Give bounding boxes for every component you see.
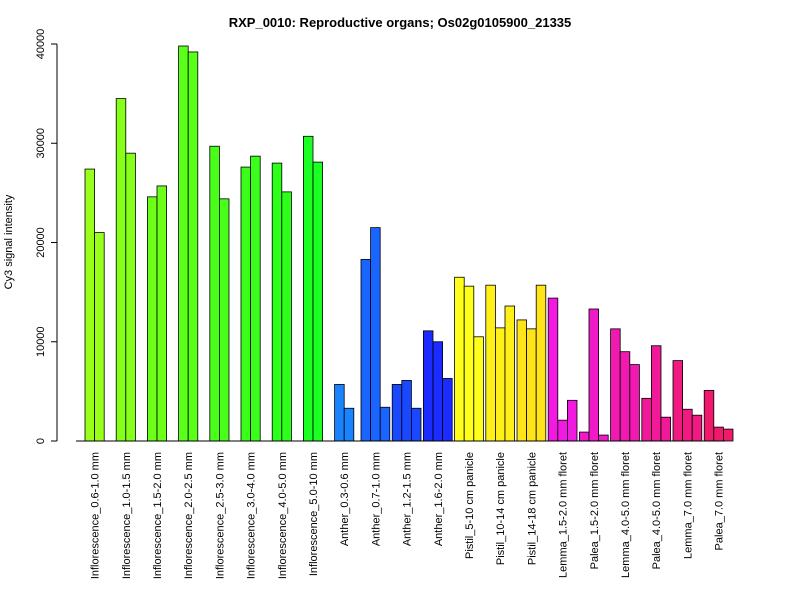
category-label: Inflorescence_2.0-2.5 mm	[183, 452, 195, 579]
category-label: Inflorescence_1.5-2.0 mm	[152, 452, 164, 579]
bar	[125, 152, 136, 442]
bars-layer	[84, 45, 734, 442]
bar	[84, 168, 96, 442]
bar	[641, 397, 652, 442]
bar	[672, 360, 684, 442]
bar	[557, 419, 568, 442]
bar	[379, 406, 391, 442]
category-label: Palea_7.0 mm floret	[714, 452, 726, 550]
category-label: Inflorescence_3.0-4.0 mm	[246, 452, 258, 579]
bar	[691, 414, 703, 442]
bar	[703, 389, 715, 442]
bar	[432, 341, 444, 442]
bar	[516, 319, 528, 442]
y-axis: 0 10000 20000 30000 40000	[35, 29, 58, 444]
bar	[651, 345, 662, 442]
bar	[588, 308, 600, 442]
bar	[463, 285, 475, 442]
bar	[178, 45, 189, 442]
bar	[454, 276, 465, 442]
bar	[146, 196, 158, 442]
bar	[547, 297, 559, 442]
bar	[619, 351, 631, 442]
bar	[442, 378, 453, 442]
bar	[115, 98, 127, 442]
bar	[94, 232, 105, 442]
y-tick-label: 30000	[35, 128, 47, 159]
bar	[271, 162, 283, 442]
y-tick-label: 20000	[35, 227, 47, 258]
bar	[401, 380, 412, 442]
y-tick-label: 40000	[35, 29, 47, 60]
category-label: Anther_0.7-1.0 mm	[370, 452, 382, 546]
bar	[494, 327, 506, 442]
bar	[723, 428, 734, 442]
bar	[629, 364, 640, 442]
bar	[579, 431, 590, 442]
category-label: Anther_0.3-0.6 mm	[339, 452, 351, 546]
bar	[370, 227, 381, 442]
bar	[598, 434, 609, 442]
bar	[535, 284, 547, 442]
category-label: Lemma_1.5-2.0 mm floret	[558, 452, 570, 578]
bar	[302, 135, 314, 442]
category-label: Palea_1.5-2.0 mm floret	[589, 452, 601, 569]
bar	[187, 51, 199, 442]
bar	[410, 407, 422, 442]
category-label: Inflorescence_2.5-3.0 mm	[214, 452, 226, 579]
bar	[334, 384, 345, 442]
category-label: Pistil_14-18 cm panicle	[526, 452, 538, 565]
bar	[610, 328, 621, 442]
category-label: Anther_1.2-1.5 mm	[402, 452, 414, 546]
category-label: Anther_1.6-2.0 mm	[433, 452, 445, 546]
category-label: Pistil_5-10 cm panicle	[464, 452, 476, 559]
y-tick-label: 10000	[35, 326, 47, 357]
category-label: Palea_4.0-5.0 mm floret	[651, 452, 663, 569]
bar	[660, 416, 672, 442]
bar	[422, 330, 434, 442]
bar	[713, 426, 724, 442]
category-label: Lemma_4.0-5.0 mm floret	[620, 452, 632, 578]
category-label: Inflorescence_0.6-1.0 mm	[90, 452, 102, 579]
x-axis-labels: Inflorescence_0.6-1.0 mm Inflorescence_1.…	[90, 452, 726, 579]
category-label: Inflorescence_4.0-5.0 mm	[277, 452, 289, 579]
bar	[567, 399, 578, 442]
bar	[360, 258, 372, 442]
chart-title: RXP_0010: Reproductive organs; Os02g0105…	[229, 15, 572, 30]
bar	[281, 191, 292, 442]
bar	[473, 336, 484, 442]
category-label: Pistil_10-14 cm panicle	[495, 452, 507, 565]
category-label: Inflorescence_5.0-10 mm	[308, 452, 320, 576]
bar	[391, 384, 403, 442]
bar	[312, 161, 324, 442]
bar	[343, 407, 355, 442]
category-label: Lemma_7.0 mm floret	[682, 452, 694, 559]
bar	[218, 198, 230, 442]
bar	[682, 408, 693, 442]
category-label: Inflorescence_1.0-1.5 mm	[121, 452, 133, 579]
bar	[209, 145, 220, 442]
bar	[240, 166, 252, 442]
bar	[156, 185, 168, 442]
y-axis-label: Cy3 signal intensity	[3, 194, 15, 289]
bar	[250, 155, 261, 442]
bar	[485, 284, 496, 442]
bar	[504, 305, 516, 442]
bar	[526, 328, 537, 442]
y-tick-label: 0	[35, 438, 47, 444]
